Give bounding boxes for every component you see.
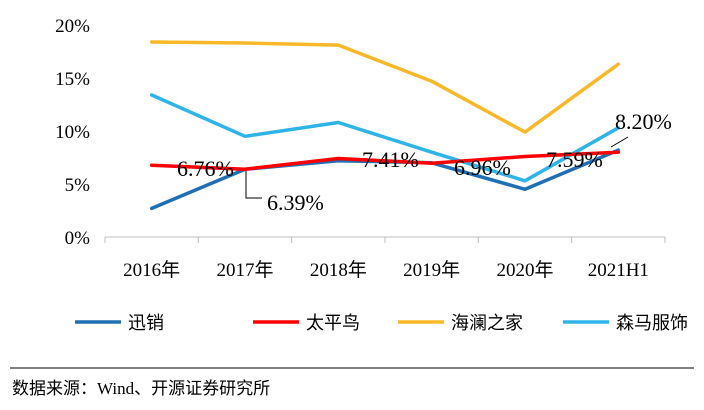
x-axis [104, 236, 666, 243]
y-tick-label: 15% [55, 69, 90, 90]
data-label-2017: 6.39% [267, 190, 324, 215]
source-note: 数据来源：Wind、开源证券研究所 [12, 379, 270, 398]
data-label-2016: 6.76% [177, 156, 234, 181]
data-label-2021h1: 8.20% [615, 109, 672, 134]
legend-label: 迅销 [128, 313, 164, 333]
legend-label: 森马服饰 [616, 313, 688, 333]
y-axis-ticks: 0% 5% 10% 15% 20% [55, 16, 90, 249]
data-label-2019: 6.96% [454, 155, 511, 180]
x-axis-tick-labels: 2016年 2017年 2018年 2019年 2020年 2021H1 [123, 259, 649, 281]
x-tick-label: 2020年 [496, 259, 553, 281]
leader-line-2021h1 [610, 136, 629, 148]
y-tick-label: 5% [65, 175, 91, 196]
x-tick-label: 2016年 [123, 259, 180, 281]
series-lines [149, 40, 621, 211]
x-tick-label: 2019年 [403, 259, 460, 281]
y-tick-label: 0% [65, 228, 91, 249]
data-label-2020: 7.59% [546, 147, 603, 172]
x-tick-label: 2021H1 [588, 260, 649, 281]
legend-label: 海澜之家 [451, 313, 523, 333]
legend-label: 太平鸟 [306, 313, 360, 333]
y-tick-label: 10% [55, 122, 90, 143]
data-labels: 6.76% 6.39% 7.41% 6.96% 7.59% 8.20% [177, 109, 672, 215]
series-line-2 [149, 40, 621, 134]
x-tick-label: 2017年 [216, 259, 273, 281]
leader-line-2017 [245, 171, 262, 199]
y-tick-label: 20% [55, 16, 90, 37]
series-line-3 [149, 93, 621, 183]
legend: 迅销 太平鸟 海澜之家 森马服饰 [75, 313, 688, 333]
series-line-1 [149, 150, 621, 171]
x-tick-label: 2018年 [310, 259, 367, 281]
data-label-2018: 7.41% [362, 147, 419, 172]
